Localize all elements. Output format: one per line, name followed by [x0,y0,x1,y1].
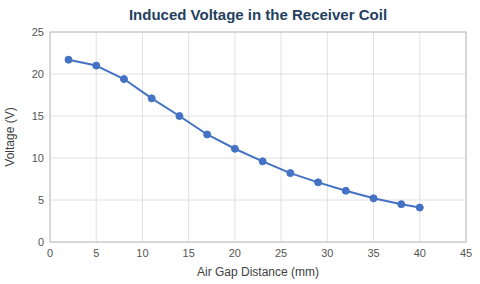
point [65,56,72,63]
chart-svg: 0 5 10 15 20 25 30 35 40 45 0 5 10 15 20 25 Induced Volt… [0,0,480,284]
x-tick-label: 20 [229,247,241,259]
point [287,170,294,177]
x-grid-line [234,32,235,242]
point [148,95,155,102]
point [231,145,238,152]
point [93,62,100,69]
y-tick-label: 5 [38,194,44,206]
x-tick-label: 45 [460,247,472,259]
y-axis-label: Voltage (V) [3,107,17,166]
point [342,187,349,194]
axes: 0 5 10 15 20 25 30 35 40 45 0 5 10 15 20 25 [32,26,472,259]
point [370,195,377,202]
line [68,60,419,208]
point [120,76,127,83]
grid [50,32,466,242]
x-grid-line [373,32,374,242]
series [65,56,423,211]
title: Induced Voltage in the Receiver Coil [129,6,387,23]
x-grid-line [327,32,328,242]
x-tick-label: 0 [47,247,53,259]
x-tick-label: 5 [93,247,99,259]
x-grid-line [281,32,282,242]
y-tick-label: 25 [32,26,44,38]
x-grid-line [142,32,143,242]
chart-container: 0 5 10 15 20 25 30 35 40 45 0 5 10 15 20 25 Induced Volt… [0,0,480,284]
x-tick-label: 40 [414,247,426,259]
plot-frame [50,32,466,242]
x-tick-label: 35 [367,247,379,259]
point [204,131,211,138]
point [416,204,423,211]
x-tick-label: 25 [275,247,287,259]
x-tick-label: 30 [321,247,333,259]
y-tick-label: 20 [32,68,44,80]
y-grid-line [50,116,466,117]
y-grid-line [50,200,466,201]
x-tick-label: 15 [183,247,195,259]
point [398,201,405,208]
x-grid-line [188,32,189,242]
point [315,179,322,186]
point [259,158,266,165]
point [176,113,183,120]
y-tick-label: 0 [38,236,44,248]
y-tick-label: 10 [32,152,44,164]
x-axis-label: Air Gap Distance (mm) [197,265,319,279]
x-tick-label: 10 [136,247,148,259]
y-tick-label: 15 [32,110,44,122]
plot-background [50,32,466,242]
